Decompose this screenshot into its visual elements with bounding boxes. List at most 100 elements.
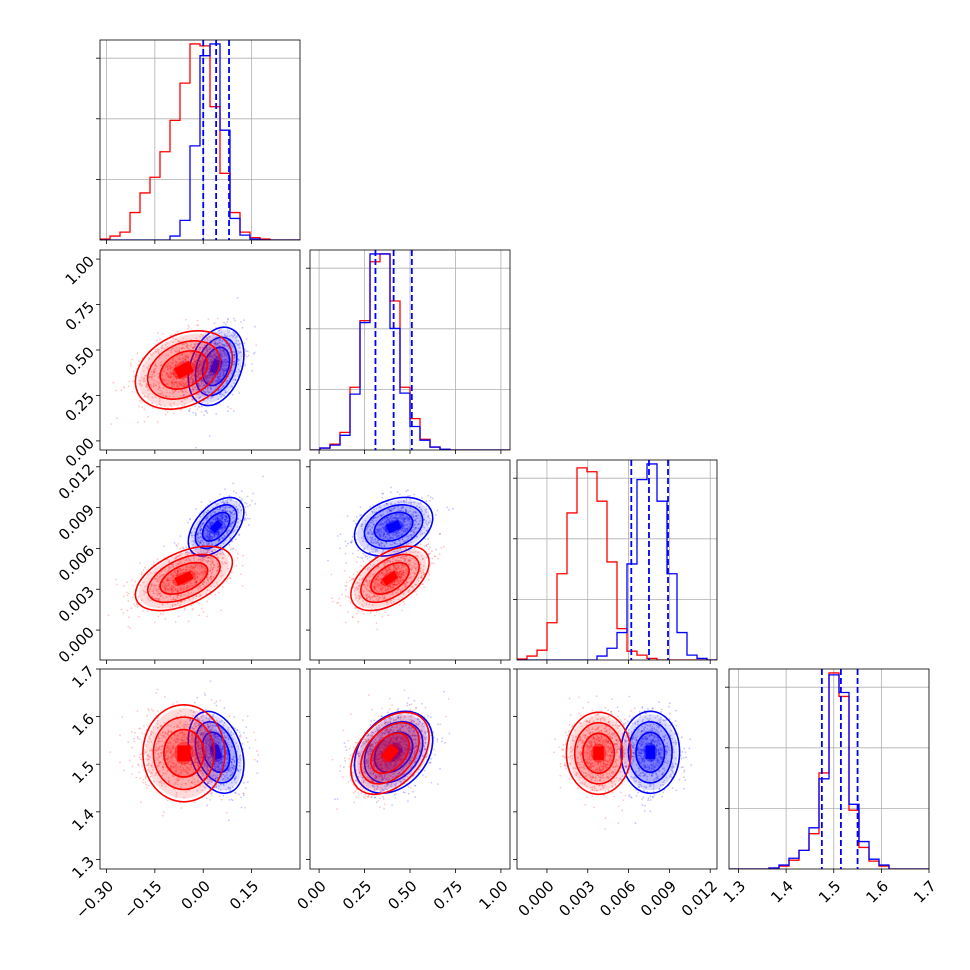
scatter-point xyxy=(396,491,399,494)
scatter-point xyxy=(173,542,176,544)
scatter-point xyxy=(200,607,203,610)
scatter-point xyxy=(215,376,218,378)
scatter-point xyxy=(130,607,133,610)
scatter-point xyxy=(160,346,163,349)
scatter-point xyxy=(146,367,148,369)
scatter-point xyxy=(193,360,196,363)
scatter-point xyxy=(198,363,201,365)
scatter-point xyxy=(216,354,219,357)
scatter-point xyxy=(223,527,226,530)
scatter-point xyxy=(435,548,437,551)
scatter-point xyxy=(225,367,228,370)
scatter-point xyxy=(221,352,224,354)
scatter-point xyxy=(429,546,431,549)
scatter-point xyxy=(175,378,177,380)
scatter-point xyxy=(174,390,176,392)
scatter-point xyxy=(160,404,162,407)
scatter-point xyxy=(209,376,212,378)
scatter-point xyxy=(200,362,203,364)
scatter-point xyxy=(197,372,200,375)
scatter-point xyxy=(206,402,209,405)
scatter-point xyxy=(179,382,182,385)
scatter-point xyxy=(178,381,181,383)
y-tick-label: 0.75 xyxy=(62,298,98,334)
scatter-point xyxy=(235,339,238,342)
scatter-point xyxy=(222,349,224,352)
scatter-point xyxy=(201,394,204,397)
scatter-point xyxy=(199,370,202,373)
scatter-point xyxy=(175,381,178,384)
scatter-point xyxy=(178,385,180,388)
scatter-point xyxy=(152,382,155,385)
scatter-point xyxy=(197,382,200,385)
scatter-point xyxy=(223,344,226,346)
scatter-point xyxy=(245,519,248,521)
scatter-point xyxy=(199,564,202,567)
scatter-point xyxy=(199,536,202,538)
scatter-point xyxy=(205,535,208,538)
scatter-point xyxy=(137,363,140,366)
scatter-point xyxy=(188,393,191,396)
scatter-point xyxy=(154,351,157,353)
scatter-point xyxy=(197,532,199,535)
scatter-point xyxy=(243,518,246,520)
scatter-point xyxy=(147,395,149,398)
scatter-point xyxy=(172,402,175,405)
y-tick-label: 0.009 xyxy=(55,501,98,544)
scatter-point xyxy=(349,579,351,582)
scatter-point xyxy=(199,363,202,366)
scatter-point xyxy=(233,354,236,357)
scatter-point xyxy=(240,351,242,354)
scatter-point xyxy=(213,342,216,345)
scatter-point xyxy=(164,366,167,369)
scatter-point xyxy=(206,339,209,341)
scatter-point xyxy=(187,355,189,358)
scatter-point xyxy=(211,360,214,363)
scatter-point xyxy=(199,541,202,544)
scatter-point xyxy=(205,353,207,356)
scatter-point xyxy=(162,387,165,390)
scatter-point xyxy=(208,526,211,528)
scatter-point xyxy=(235,505,238,508)
scatter-point xyxy=(198,396,201,399)
scatter-point xyxy=(336,535,339,537)
scatter-point xyxy=(199,395,202,398)
scatter-point xyxy=(196,366,199,369)
scatter-point xyxy=(209,371,211,374)
scatter-point xyxy=(221,375,224,378)
scatter-point xyxy=(199,541,202,544)
scatter-point xyxy=(219,375,222,378)
scatter-point xyxy=(255,344,258,346)
scatter-point xyxy=(166,383,169,385)
scatter-point xyxy=(182,359,184,362)
scatter-point xyxy=(226,364,228,367)
scatter-point xyxy=(170,376,173,379)
scatter-point xyxy=(208,367,210,370)
scatter-point xyxy=(206,387,209,390)
scatter-point xyxy=(184,398,186,401)
scatter-point xyxy=(182,360,185,362)
scatter-point xyxy=(431,497,434,500)
scatter-point xyxy=(157,350,160,353)
scatter-point xyxy=(180,360,183,363)
scatter-point xyxy=(146,389,149,392)
scatter-point xyxy=(215,356,218,358)
scatter-point xyxy=(183,379,186,382)
scatter-point xyxy=(344,552,347,555)
scatter-point xyxy=(234,333,236,336)
scatter-point xyxy=(213,336,216,339)
scatter-point xyxy=(197,533,199,535)
scatter-point xyxy=(203,390,205,393)
scatter-point xyxy=(173,381,176,383)
scatter-point xyxy=(197,370,199,373)
scatter-point xyxy=(201,541,204,543)
scatter-point xyxy=(425,543,428,546)
scatter-point xyxy=(193,343,196,346)
scatter-point xyxy=(229,506,232,509)
scatter-point xyxy=(209,387,212,390)
scatter-point xyxy=(233,354,236,357)
scatter-point xyxy=(213,342,215,345)
scatter-point xyxy=(448,508,450,511)
scatter-point xyxy=(172,361,175,364)
